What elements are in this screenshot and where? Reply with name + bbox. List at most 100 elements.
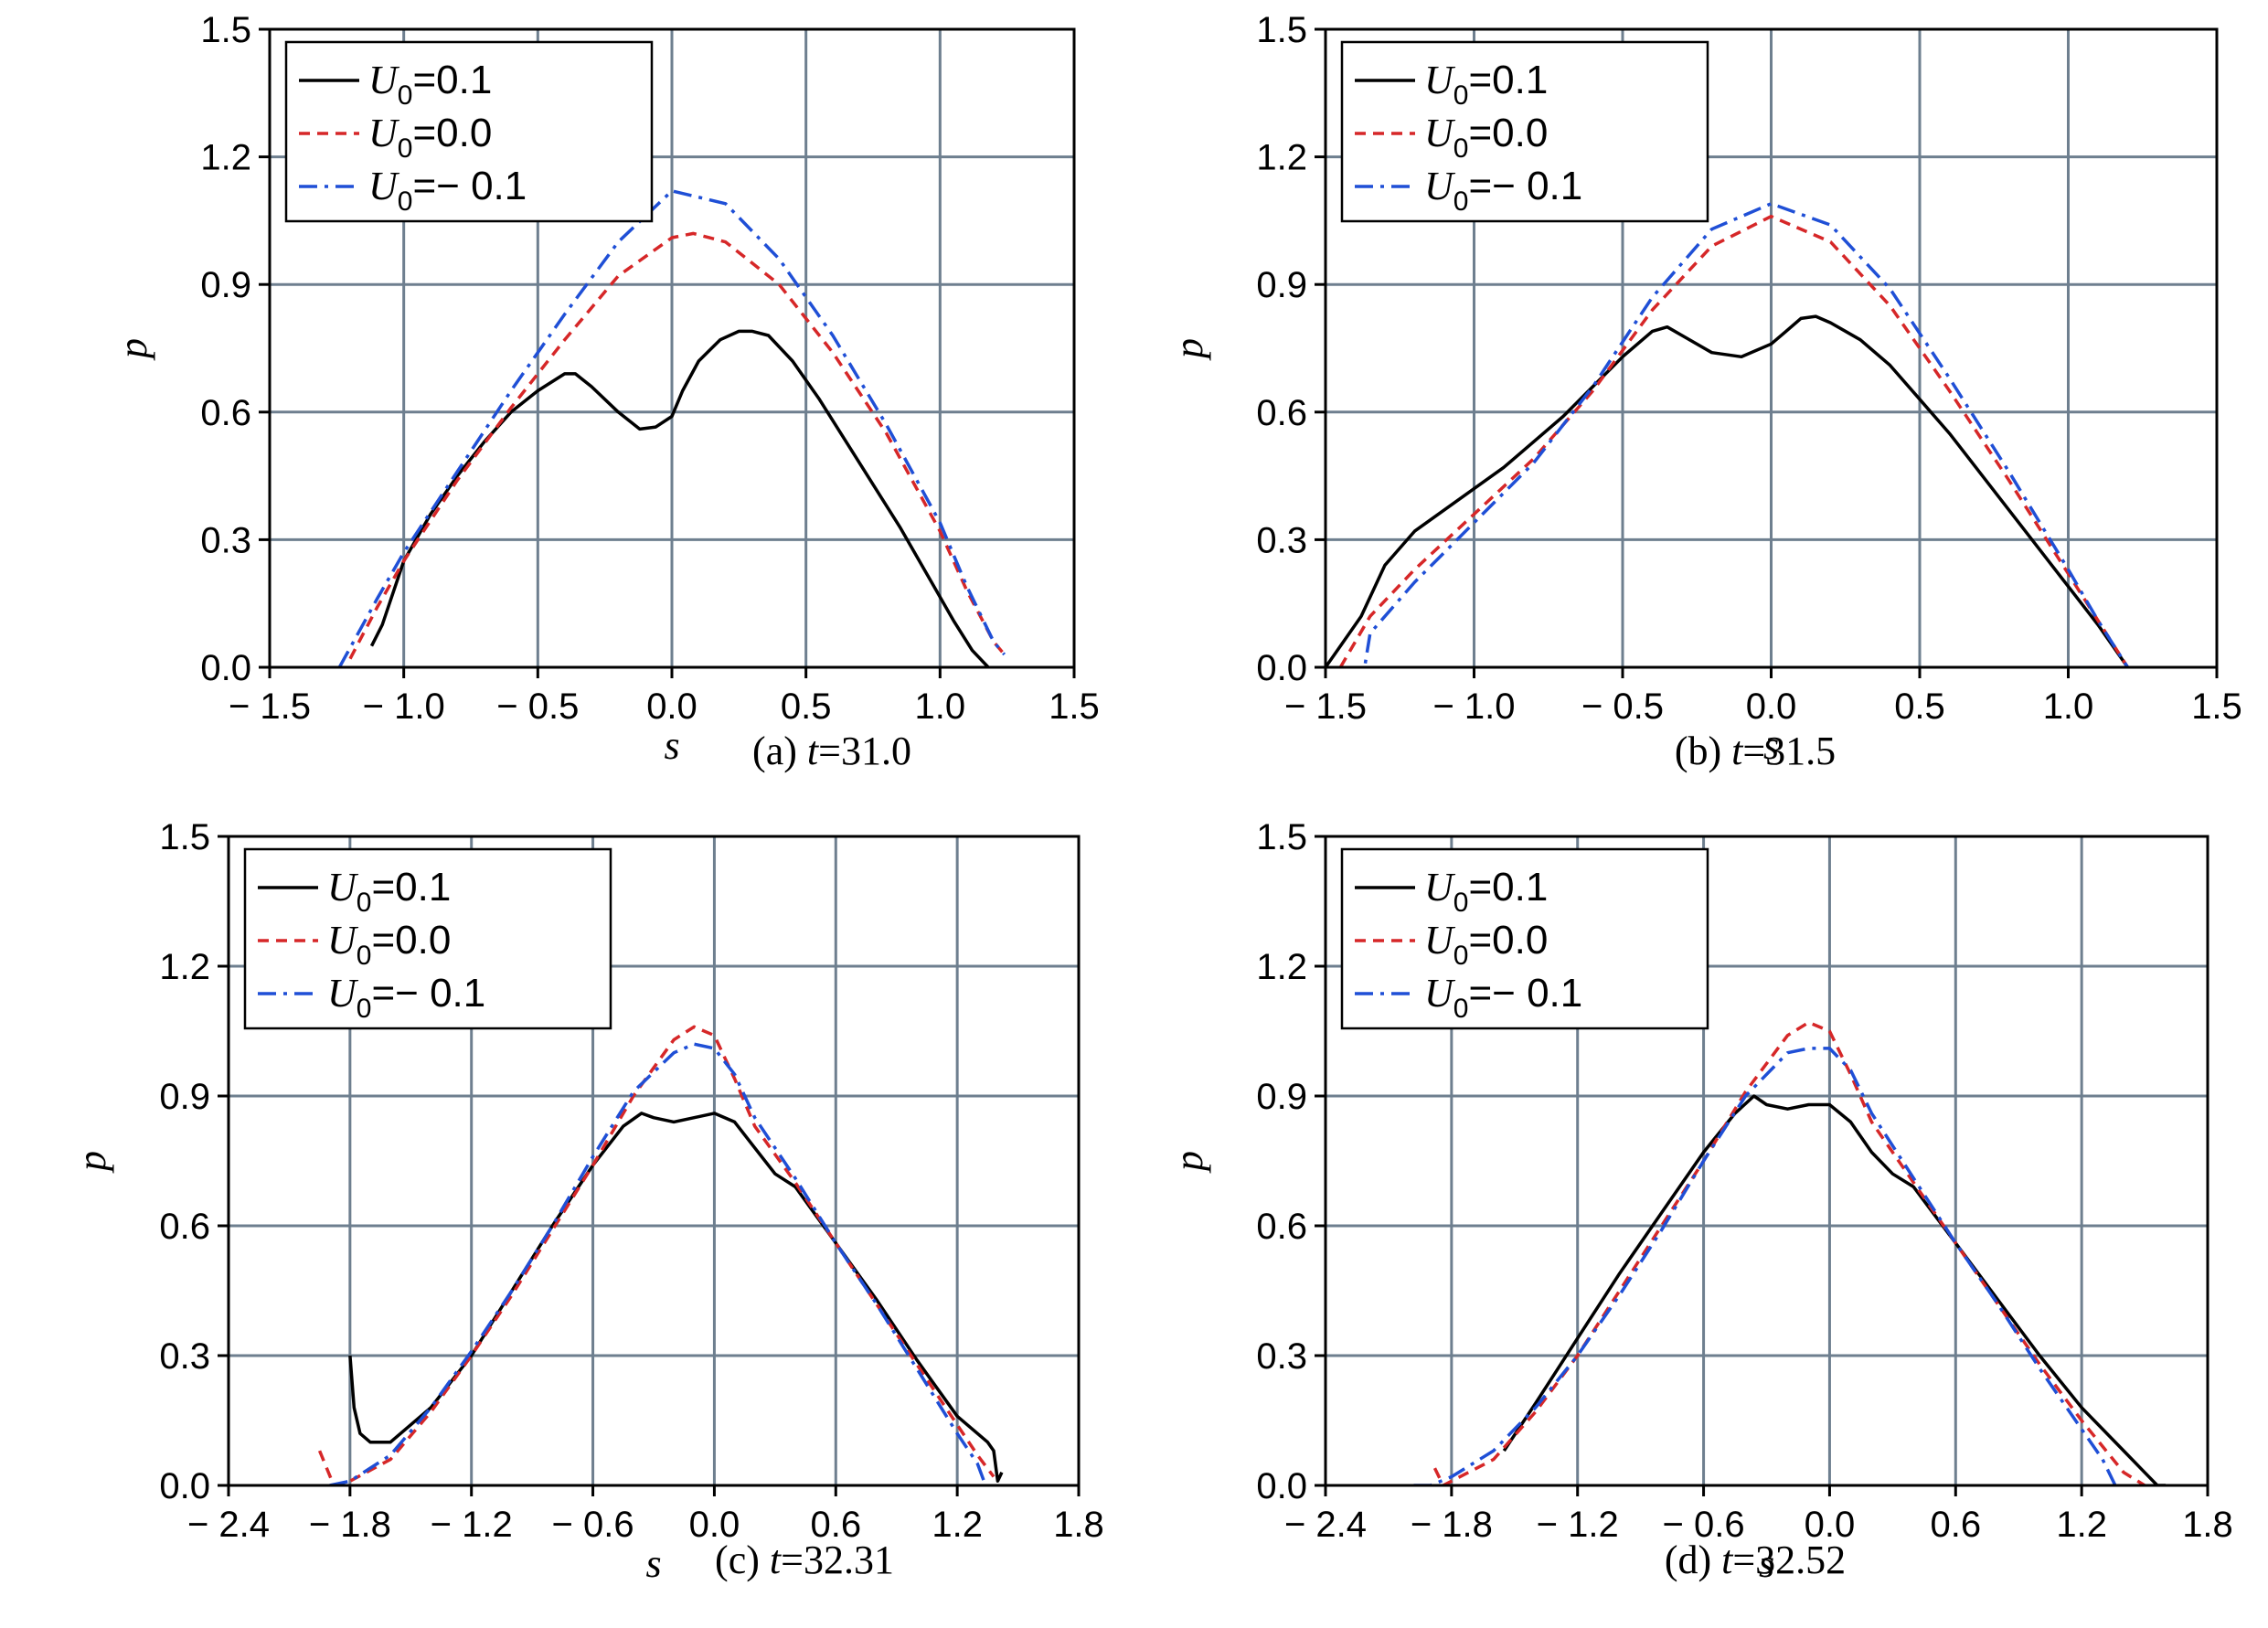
legend: U0=0.1U0=0.0U0=− 0.1 [284,40,654,223]
legend-entry-label: U0=0.1 [368,58,492,111]
y-tick-label: 0.3 [200,520,251,560]
y-tick-label: 1.2 [200,138,251,178]
series-line-1 [1502,1094,2166,1485]
legend-entry-label: U0=0.0 [1424,111,1548,164]
caption-value: =32.31 [781,1538,894,1582]
y-axis-label: p [1166,1151,1211,1174]
y-tick-label: 0.3 [159,1336,210,1377]
x-tick-label: − 1.0 [363,686,445,727]
x-axis-label: s [664,723,679,768]
y-tick-label: 0.0 [1256,648,1307,688]
caption-variable: t [769,1538,782,1582]
legend-entry-label: U0=0.0 [327,918,451,971]
series-line-1 [348,1112,1004,1484]
x-tick-label: 0.0 [1746,686,1797,727]
legend: U0=0.1U0=0.0U0=− 0.1 [1340,40,1709,223]
caption-variable: t [1731,729,1743,773]
x-axis-label: s [1763,723,1779,768]
y-tick-label: 0.6 [1256,1207,1307,1247]
y-tick-label: 1.5 [1256,817,1307,857]
y-tick-label: 0.9 [1256,265,1307,305]
y-tick-label: 0.3 [1256,520,1307,560]
y-tick-label: 1.5 [200,10,251,50]
x-tick-label: − 1.0 [1432,686,1515,727]
legend-entry-label: U0=− 0.1 [327,971,485,1024]
legend-entry-label: U0=0.1 [327,865,451,918]
y-tick-label: 0.6 [200,393,251,433]
caption-variable: t [806,729,819,773]
series-line-3 [1413,1047,2117,1485]
y-tick-label: 1.2 [1256,138,1307,178]
legend-entry-label: U0=0.0 [1424,918,1548,971]
y-tick-label: 0.0 [1256,1466,1307,1506]
caption-prefix: (b) [1674,729,1732,773]
series-line-3 [337,189,1006,667]
series-line-2 [348,231,1006,660]
x-tick-label: 1.5 [2191,686,2242,727]
plot-frame [1324,835,2209,1487]
caption-prefix: (c) [715,1538,770,1582]
legend-entry-label: U0=− 0.1 [1424,971,1582,1024]
x-tick-label: − 1.8 [309,1505,391,1545]
x-tick-label: 1.8 [1053,1505,1104,1545]
y-tick-label: 1.5 [1256,10,1307,50]
legend-entry-label: U0=0.1 [1424,865,1548,918]
y-tick-label: 0.3 [1256,1336,1307,1377]
y-tick-label: 0.6 [1256,393,1307,433]
caption-variable: t [1721,1538,1733,1582]
y-axis-label: p [1166,338,1211,361]
panel-caption: (a) t=31.0 [265,728,1399,774]
legend-entry-label: U0=0.1 [1424,58,1548,111]
caption-prefix: (a) [752,729,807,773]
x-tick-label: 1.5 [1049,686,1100,727]
x-axis-label: s [645,1541,661,1586]
caption-value: =31.5 [1742,729,1837,773]
x-tick-label: − 1.2 [431,1505,513,1545]
caption-prefix: (d) [1664,1538,1722,1582]
y-tick-label: 0.9 [200,265,251,305]
y-tick-label: 0.9 [1256,1077,1307,1117]
x-tick-label: − 1.5 [1284,686,1367,727]
legend: U0=0.1U0=0.0U0=− 0.1 [1340,847,1709,1030]
x-tick-label: 0.0 [646,686,697,727]
panel-caption: (d) t=32.52 [1188,1537,2268,1583]
series-line-3 [1363,202,2129,667]
legend-entry-label: U0=− 0.1 [368,164,527,217]
y-tick-label: 0.6 [159,1207,210,1247]
x-tick-label: 1.2 [2056,1505,2107,1545]
y-tick-label: 1.2 [159,947,210,987]
series-line-2 [1338,214,2129,667]
x-tick-label: 1.8 [2182,1505,2233,1545]
y-tick-label: 1.5 [159,817,210,857]
x-tick-label: 1.0 [2043,686,2094,727]
series-line-2 [1432,1020,2146,1485]
x-tick-label: 0.6 [1930,1505,1981,1545]
legend: U0=0.1U0=0.0U0=− 0.1 [243,847,612,1030]
y-tick-label: 0.0 [200,648,251,688]
x-tick-label: − 0.5 [496,686,579,727]
x-tick-label: − 2.4 [187,1505,270,1545]
y-tick-label: 0.9 [159,1077,210,1117]
legend-entry-label: U0=− 0.1 [1424,164,1582,217]
x-tick-label: 0.5 [1894,686,1945,727]
series-line-2 [317,1025,996,1485]
x-tick-label: − 0.6 [1663,1505,1745,1545]
caption-value: =32.52 [1732,1538,1847,1582]
y-tick-label: 0.0 [159,1466,210,1506]
x-tick-label: − 1.5 [229,686,311,727]
x-tick-label: 0.0 [1805,1505,1856,1545]
panel-caption: (b) t=31.5 [1188,728,2268,774]
x-tick-label: 0.6 [810,1505,861,1545]
x-tick-label: − 1.2 [1537,1505,1619,1545]
series-line-3 [329,1042,987,1485]
x-tick-label: 1.0 [915,686,966,727]
y-axis-label: p [111,338,155,361]
plot-frame [227,835,1081,1487]
x-tick-label: 0.5 [781,686,832,727]
x-tick-label: 0.0 [689,1505,740,1545]
x-axis-label: s [1759,1541,1774,1586]
